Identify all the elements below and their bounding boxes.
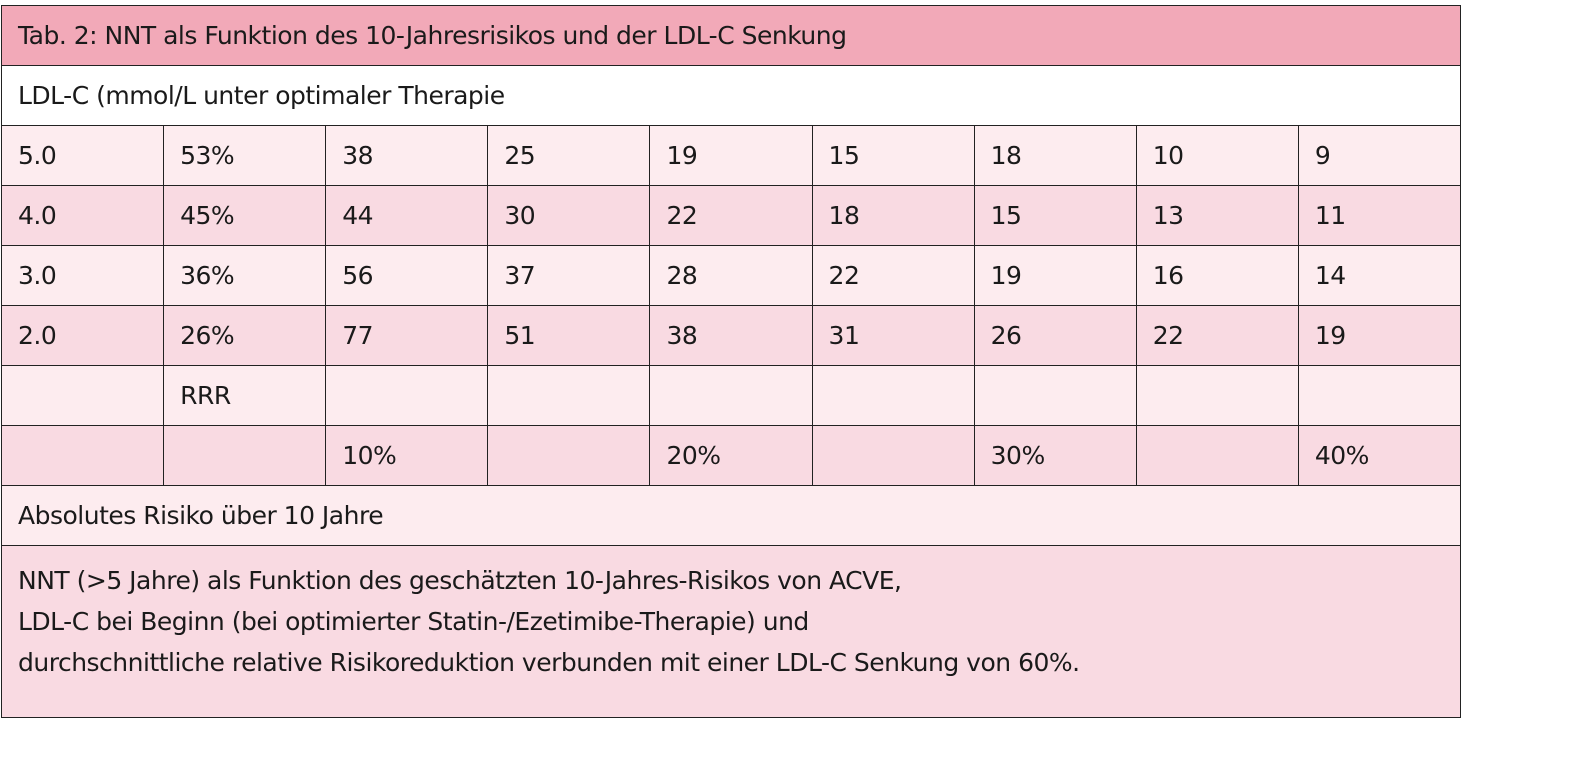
empty-cell: [1297, 365, 1462, 426]
nnt-cell: 16: [1135, 245, 1299, 306]
nnt-cell: 18: [973, 125, 1137, 186]
nnt-cell: 11: [1297, 185, 1462, 246]
empty-cell: [0, 365, 165, 426]
nnt-cell: 26: [973, 305, 1137, 366]
risk-tick: 30%: [973, 425, 1137, 486]
nnt-cell: 13: [1135, 185, 1299, 246]
risk-tick: [811, 425, 975, 486]
nnt-cell: 44: [325, 185, 489, 246]
risk-tick-row: 10% 20% 30% 40%: [0, 425, 1462, 486]
footnote-line: durchschnittliche relative Risikoredukti…: [18, 648, 1080, 677]
ldl-cell: 2.0: [0, 305, 165, 366]
table-title: Tab. 2: NNT als Funktion des 10-Jahresri…: [1, 5, 1461, 66]
nnt-cell: 38: [325, 125, 489, 186]
footnote-row: NNT (>5 Jahre) als Funktion des geschätz…: [1, 545, 1461, 718]
nnt-cell: 19: [649, 125, 813, 186]
rrr-cell: 26%: [163, 305, 327, 366]
rrr-cell: 45%: [163, 185, 327, 246]
table-row: 2.0 26% 77 51 38 31 26 22 19: [0, 305, 1462, 366]
footnote: NNT (>5 Jahre) als Funktion des geschätz…: [1, 545, 1461, 718]
nnt-cell: 22: [811, 245, 975, 306]
rrr-row: RRR: [0, 365, 1462, 426]
empty-cell: [973, 365, 1137, 426]
empty-cell: [487, 365, 651, 426]
table-row: 5.0 53% 38 25 19 15 18 10 9: [0, 125, 1462, 186]
nnt-cell: 37: [487, 245, 651, 306]
risk-tick: 20%: [649, 425, 813, 486]
empty-cell: [811, 365, 975, 426]
footnote-line: NNT (>5 Jahre) als Funktion des geschätz…: [18, 566, 902, 595]
nnt-table: Tab. 2: NNT als Funktion des 10-Jahresri…: [0, 5, 1462, 718]
risk-tick: [1135, 425, 1299, 486]
empty-cell: [0, 425, 165, 486]
rrr-label: RRR: [163, 365, 327, 426]
ldl-cell: 3.0: [0, 245, 165, 306]
risk-label: Absolutes Risiko über 10 Jahre: [1, 485, 1461, 546]
risk-tick: [487, 425, 651, 486]
nnt-cell: 51: [487, 305, 651, 366]
nnt-cell: 30: [487, 185, 651, 246]
risk-tick: 40%: [1297, 425, 1462, 486]
nnt-cell: 19: [1297, 305, 1462, 366]
nnt-cell: 22: [649, 185, 813, 246]
empty-cell: [1135, 365, 1299, 426]
rrr-cell: 36%: [163, 245, 327, 306]
nnt-cell: 56: [325, 245, 489, 306]
nnt-cell: 9: [1297, 125, 1462, 186]
nnt-cell: 25: [487, 125, 651, 186]
nnt-cell: 38: [649, 305, 813, 366]
nnt-cell: 22: [1135, 305, 1299, 366]
nnt-cell: 18: [811, 185, 975, 246]
nnt-cell: 10: [1135, 125, 1299, 186]
risk-tick: 10%: [325, 425, 489, 486]
ldl-label: LDL-C (mmol/L unter optimaler Therapie: [1, 65, 1461, 126]
footnote-line: LDL-C bei Beginn (bei optimierter Statin…: [18, 607, 809, 636]
ldl-cell: 5.0: [0, 125, 165, 186]
nnt-cell: 77: [325, 305, 489, 366]
nnt-cell: 14: [1297, 245, 1462, 306]
rrr-cell: 53%: [163, 125, 327, 186]
table-row: 3.0 36% 56 37 28 22 19 16 14: [0, 245, 1462, 306]
ldl-cell: 4.0: [0, 185, 165, 246]
table-row: 4.0 45% 44 30 22 18 15 13 11: [0, 185, 1462, 246]
empty-cell: [649, 365, 813, 426]
nnt-cell: 28: [649, 245, 813, 306]
empty-cell: [163, 425, 327, 486]
nnt-cell: 19: [973, 245, 1137, 306]
risk-label-row: Absolutes Risiko über 10 Jahre: [1, 485, 1461, 546]
nnt-cell: 15: [811, 125, 975, 186]
empty-cell: [325, 365, 489, 426]
nnt-cell: 31: [811, 305, 975, 366]
nnt-cell: 15: [973, 185, 1137, 246]
